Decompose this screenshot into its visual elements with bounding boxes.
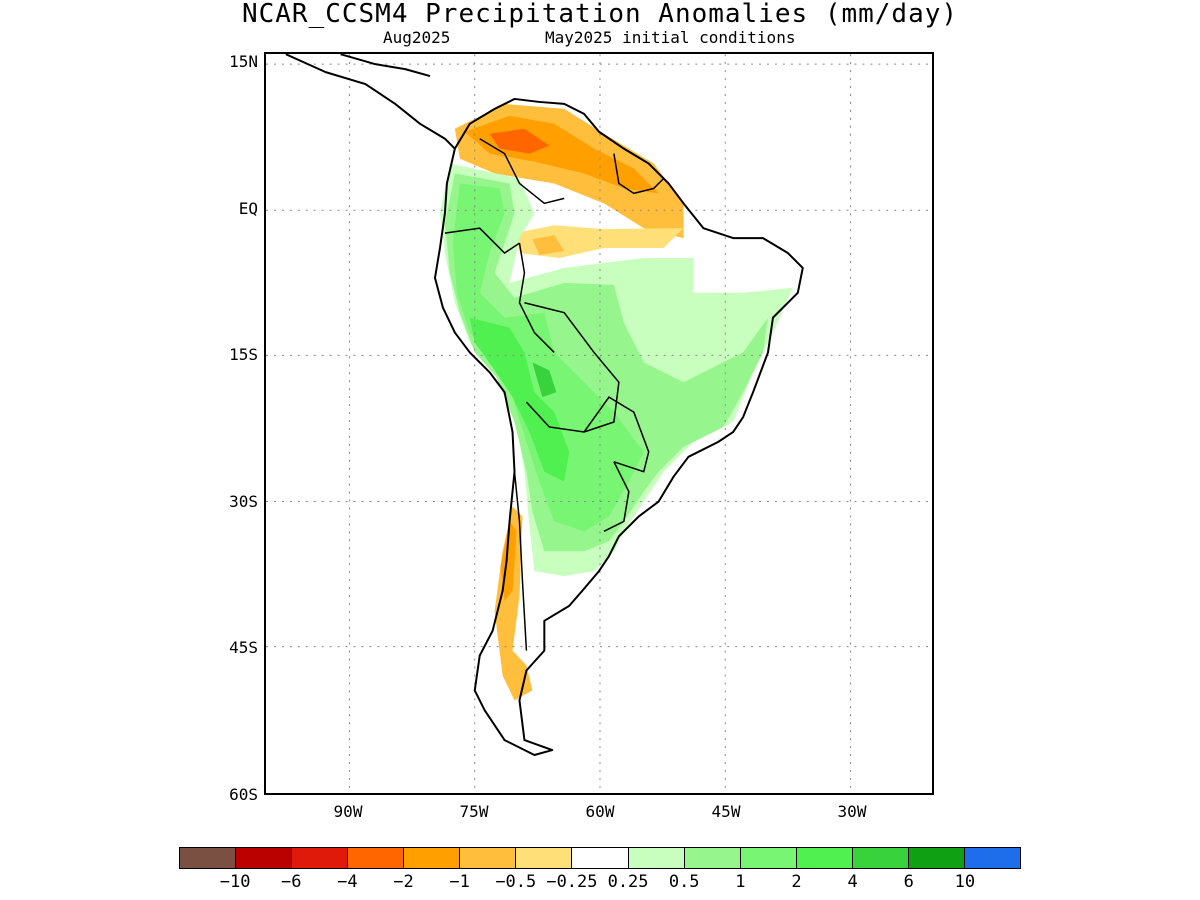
legend-label: −0.25 [546, 872, 598, 892]
lat-label-eq: EQ [238, 199, 258, 218]
lat-label-15s: 15S [229, 345, 258, 364]
lon-label-75w: 75W [459, 802, 489, 821]
border-argentina-brazil [603, 461, 630, 533]
lon-label-45w: 45W [711, 802, 741, 821]
border-argentina-chile [513, 471, 528, 651]
legend-label: −10 [219, 872, 251, 892]
wet-anomaly-peak-core [532, 362, 557, 398]
legend-label: 10 [954, 872, 976, 892]
legend-label: 0.5 [668, 872, 700, 892]
country-borders [444, 138, 665, 651]
legend-swatch [404, 848, 461, 868]
initial-conditions: May2025 initial conditions [545, 28, 796, 47]
page-title: NCAR_CCSM4 Precipitation Anomalies (mm/d… [241, 0, 959, 29]
caribbean-coastline [340, 54, 431, 78]
wet-anomaly-strong [452, 183, 644, 532]
legend-swatch [964, 848, 1020, 868]
legend-label: 2 [791, 872, 802, 892]
legend-swatch [516, 848, 573, 868]
border-colombia-peru [444, 227, 520, 254]
lon-label-60w: 60W [585, 802, 615, 821]
legend-label: −0.5 [495, 872, 537, 892]
lat-label-45s: 45S [229, 638, 258, 657]
anomaly-fields [439, 103, 793, 701]
legend-label: −6 [281, 872, 302, 892]
wet-anomaly-moderate [444, 173, 768, 552]
lon-label-30w: 30W [837, 802, 867, 821]
legend-swatch [684, 848, 741, 868]
legend-swatch [908, 848, 965, 868]
border-paraguay [583, 396, 650, 473]
precip-anomaly-map [266, 54, 932, 793]
legend-label: 6 [903, 872, 914, 892]
legend-swatch [740, 848, 797, 868]
legend-swatch [292, 848, 349, 868]
legend-swatch [460, 848, 517, 868]
legend-label: 0.25 [607, 872, 649, 892]
lat-label-15n: 15N [229, 52, 258, 71]
wet-anomaly-peak [469, 317, 570, 482]
legend-swatch [628, 848, 685, 868]
coastlines [285, 54, 804, 757]
border-colombia-venezuela [479, 138, 565, 205]
legend-swatch [852, 848, 909, 868]
legend-label: 1 [735, 872, 746, 892]
color-legend-labels: −10 −6 −4 −2 −1 −0.5 −0.25 0.25 0.5 1 2 4 6 10 [179, 872, 1021, 894]
legend-label: −1 [449, 872, 470, 892]
legend-label: −4 [337, 872, 358, 892]
map-frame [264, 52, 934, 795]
forecast-month: Aug2025 [383, 28, 451, 47]
legend-swatch [796, 848, 853, 868]
legend-swatch [348, 848, 405, 868]
legend-label: −2 [393, 872, 414, 892]
south-america-coastline [433, 97, 804, 757]
legend-label: 4 [847, 872, 858, 892]
border-guianas [613, 153, 665, 195]
dry-anomaly-amazon-core [532, 235, 565, 256]
border-peru-brazil [518, 242, 555, 353]
lat-label-30s: 30S [229, 492, 258, 511]
legend-swatch [236, 848, 293, 868]
legend-swatch [572, 848, 629, 868]
lon-label-90w: 90W [333, 802, 363, 821]
central-america-coastline [285, 54, 456, 150]
legend-swatch [180, 848, 237, 868]
lat-label-60s: 60S [229, 785, 258, 804]
dry-anomaly-north-peak [489, 128, 550, 154]
color-legend [179, 847, 1021, 869]
